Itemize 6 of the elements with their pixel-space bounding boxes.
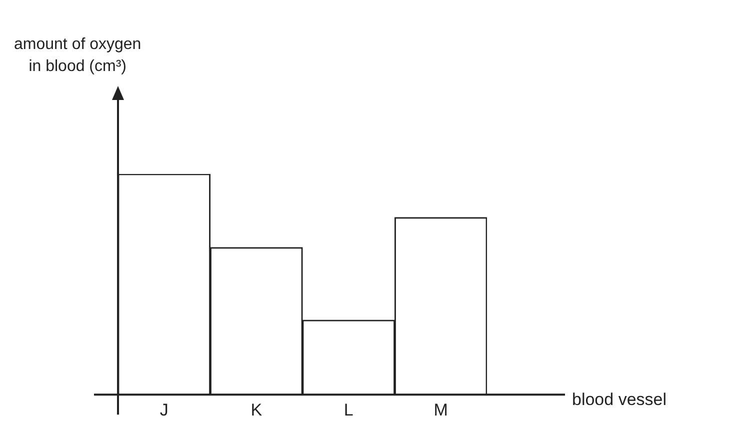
x-tick-label: J (160, 400, 168, 420)
text: amount of oxygen in blood (cm³) (14, 35, 142, 77)
x-tick-label: M (434, 400, 448, 420)
x-axis-title: blood vessel (572, 390, 667, 410)
x-tick-label: L (344, 400, 354, 420)
x-tick-label: K (250, 400, 263, 420)
